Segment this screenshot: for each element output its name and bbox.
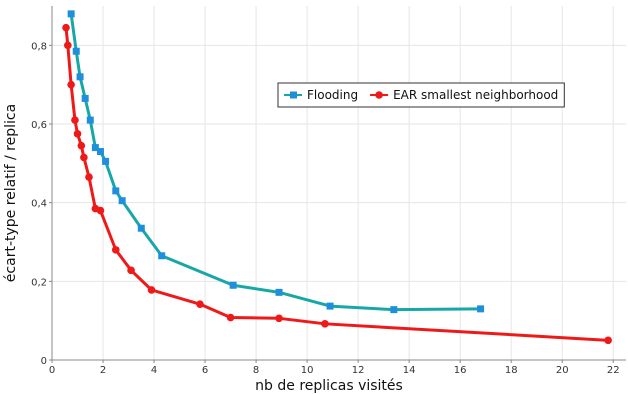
data-point: [321, 320, 329, 328]
x-tick-label: 2: [100, 365, 106, 376]
y-tick-label: 0,8: [31, 41, 47, 52]
x-tick-label: 14: [403, 365, 416, 376]
data-point: [76, 73, 84, 81]
x-axis-title: nb de replicas visités: [255, 378, 403, 394]
x-tick-label: 18: [505, 365, 518, 376]
x-tick-label: 10: [301, 365, 314, 376]
data-point: [137, 224, 145, 232]
legend-box: [277, 82, 565, 108]
data-point: [158, 252, 166, 260]
data-point: [477, 305, 485, 313]
x-tick-label: 20: [556, 365, 569, 376]
data-point: [72, 47, 80, 55]
data-point: [73, 130, 82, 138]
data-point: [196, 300, 204, 308]
data-point: [77, 141, 86, 150]
data-point: [96, 206, 105, 215]
x-tick-label: 0: [49, 365, 55, 376]
data-point: [147, 286, 156, 294]
x-tick-label: 6: [202, 365, 208, 376]
data-point: [604, 336, 612, 345]
series-1: [62, 23, 612, 345]
data-point: [118, 197, 126, 205]
data-point: [71, 116, 79, 124]
data-point: [229, 281, 237, 289]
data-point: [67, 10, 75, 18]
y-tick-label: 0,4: [31, 199, 47, 210]
data-point: [112, 187, 120, 195]
x-tick-label: 16: [454, 365, 467, 376]
data-point: [390, 306, 398, 314]
data-point: [127, 266, 135, 275]
series-layer: [62, 10, 612, 345]
tick-labels: 0 2 4 6 8 10 12 14 16 18 20 22 0 0,2 0,4 0,6 0,8: [31, 41, 620, 376]
legend-marker: [375, 91, 383, 99]
legend-label: EAR smallest neighborhood: [393, 88, 558, 102]
grid: [51, 6, 626, 361]
data-point: [275, 314, 283, 323]
data-point: [96, 148, 104, 156]
y-tick-label: 0,2: [31, 277, 47, 288]
data-point: [80, 153, 88, 162]
axes: [49, 6, 626, 363]
x-tick-label: 8: [253, 365, 259, 376]
data-point: [226, 313, 235, 322]
data-point: [275, 288, 283, 296]
series-0: [67, 10, 485, 314]
legend: Flooding EAR smallest neighborhood: [277, 82, 565, 108]
data-point: [81, 94, 89, 102]
data-point: [102, 157, 110, 165]
x-tick-label: 22: [607, 365, 620, 376]
x-tick-label: 12: [352, 365, 365, 376]
x-tick-label: 4: [151, 365, 157, 376]
data-point: [91, 144, 99, 152]
data-point: [326, 302, 334, 310]
data-point: [67, 80, 75, 89]
y-tick-label: 0,6: [31, 120, 47, 131]
data-point: [62, 23, 70, 32]
y-axis-title: écart-type relatif / replica: [3, 104, 19, 282]
data-point: [85, 173, 93, 181]
data-point: [111, 246, 120, 254]
y-tick-label: 0: [41, 356, 47, 367]
data-point: [86, 116, 94, 124]
legend-label: Flooding: [307, 88, 358, 102]
legend-marker: [290, 91, 297, 99]
data-point: [64, 41, 72, 50]
plot-area: [52, 6, 626, 360]
